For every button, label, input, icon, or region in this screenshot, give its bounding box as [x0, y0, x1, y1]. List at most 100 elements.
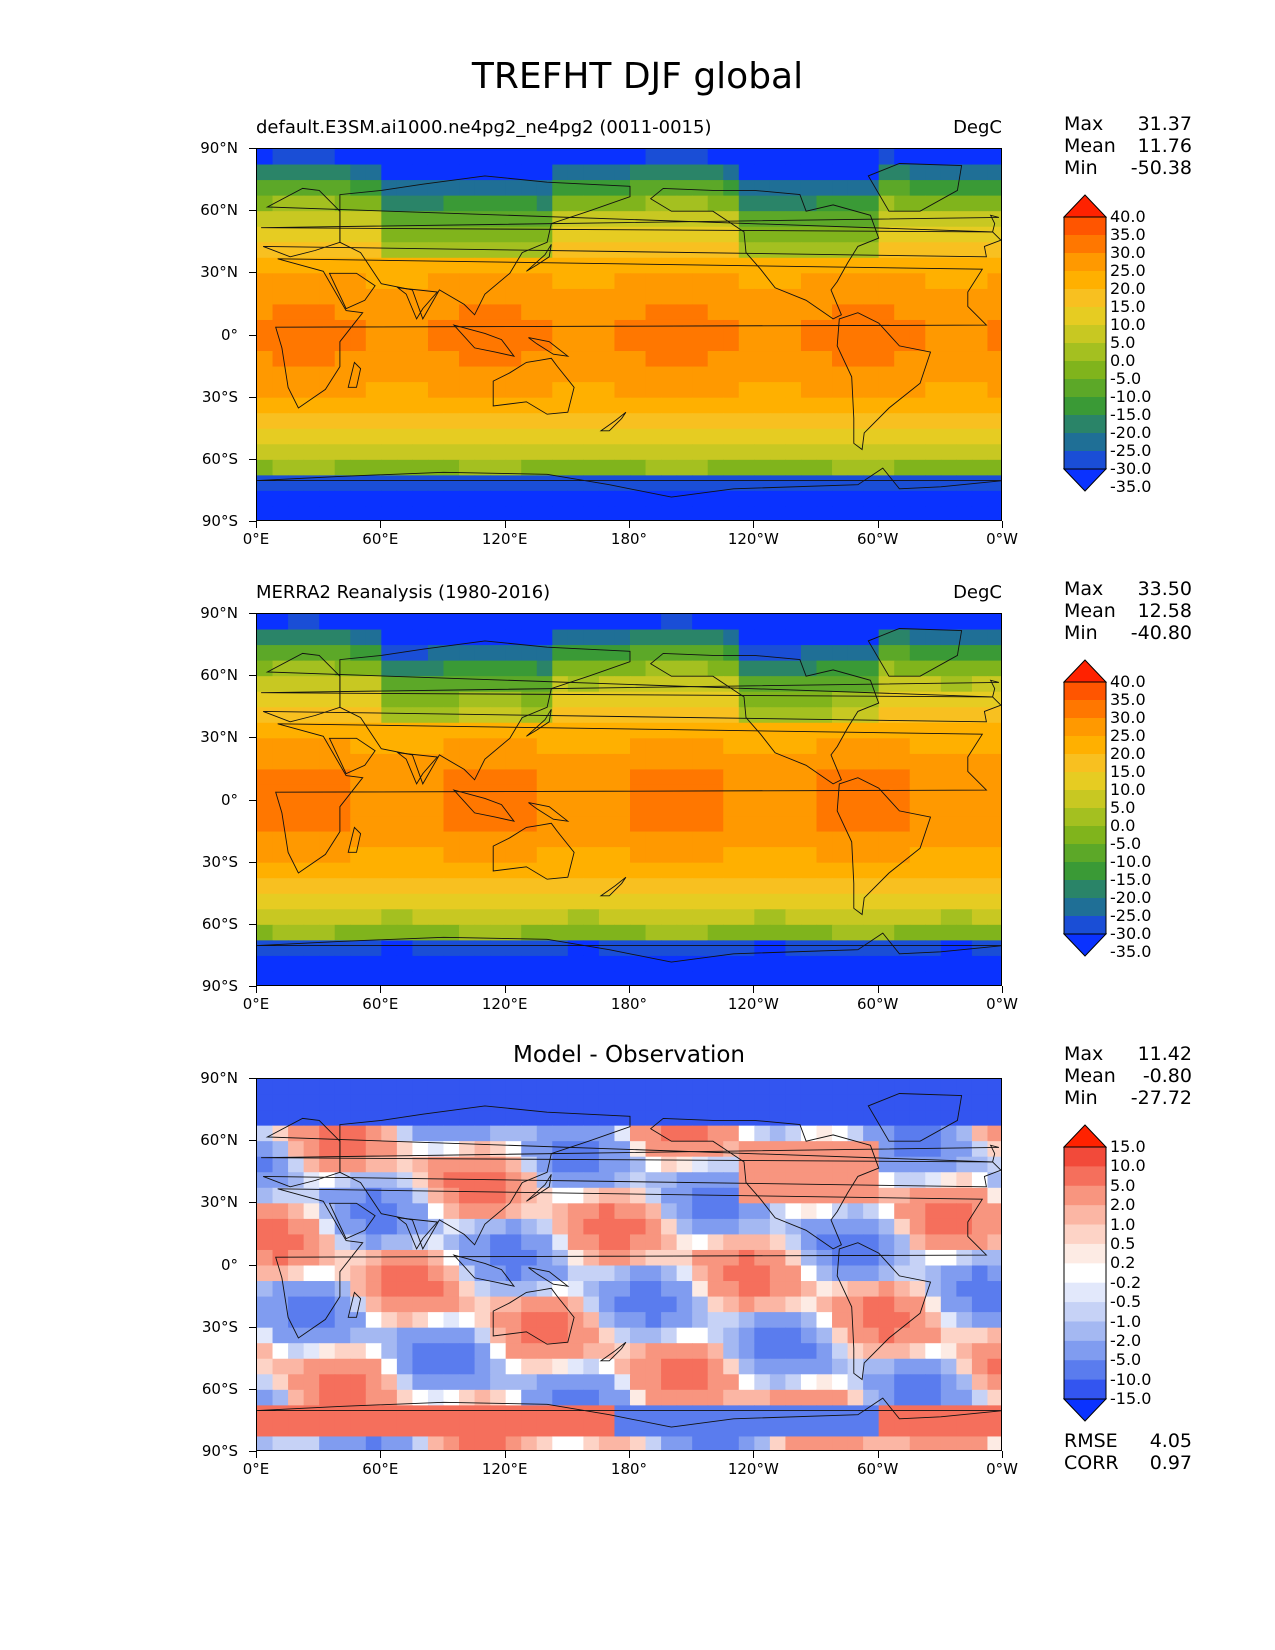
field-cell — [645, 1281, 662, 1298]
field-cell — [288, 1218, 305, 1236]
field-cell — [894, 490, 911, 508]
field-cell — [738, 382, 755, 399]
field-cell — [443, 382, 460, 399]
field-cell — [288, 257, 305, 274]
field-cell — [567, 893, 584, 910]
field-cell — [645, 413, 662, 430]
field-cell — [630, 722, 647, 739]
field-cell — [832, 428, 849, 445]
field-cell — [288, 1358, 305, 1375]
field-cell — [800, 351, 818, 368]
field-cell — [940, 351, 957, 368]
field-cell — [847, 1327, 864, 1344]
field-cell — [661, 164, 678, 181]
field-cell — [816, 1374, 833, 1391]
field-cell — [832, 629, 849, 646]
field-cell — [707, 1234, 724, 1251]
field-cell — [536, 397, 553, 414]
field-cell — [754, 1079, 771, 1096]
field-cell — [505, 800, 522, 817]
field-cell — [707, 940, 724, 957]
field-cell — [925, 428, 942, 445]
field-cell — [490, 722, 507, 739]
field-cell — [645, 335, 662, 352]
field-cell — [490, 614, 507, 631]
field-cell — [878, 1374, 895, 1391]
field-cell — [303, 847, 320, 864]
colorbar-segment — [1064, 754, 1106, 773]
field-cell — [536, 335, 553, 352]
field-cell — [272, 1218, 289, 1236]
field-cell — [552, 226, 569, 243]
field-cell — [645, 691, 662, 708]
field-cell — [878, 955, 895, 973]
field-cell — [459, 1374, 476, 1391]
field-cell — [645, 506, 662, 520]
field-cell — [614, 1249, 631, 1267]
field-cell — [956, 1172, 973, 1189]
field-cell — [598, 164, 616, 181]
field-cell — [614, 180, 631, 197]
field-cell — [381, 180, 398, 197]
field-cell — [459, 304, 476, 321]
field-cell — [785, 1141, 802, 1158]
lon-tick-label: 120°E — [481, 995, 528, 1013]
coastline-samerica — [836, 312, 932, 451]
field-cell — [785, 226, 802, 243]
field-cell — [956, 1079, 973, 1096]
field-cell — [459, 1296, 476, 1313]
field-cell — [427, 1420, 445, 1438]
field-cell — [443, 1234, 460, 1251]
field-cell — [863, 878, 880, 895]
field-cell — [987, 831, 1001, 848]
field-cell — [443, 211, 460, 228]
field-cell — [350, 1172, 367, 1189]
field-cell — [427, 1405, 445, 1422]
field-cell — [956, 878, 973, 895]
colorbar-segment — [1064, 1224, 1106, 1245]
field-cell — [474, 506, 491, 520]
field-cell — [738, 1249, 755, 1267]
field-cell — [334, 1436, 351, 1450]
field-cell — [459, 769, 476, 786]
field-cell — [443, 1203, 460, 1220]
field-cell — [427, 738, 445, 755]
field-cell — [692, 1312, 709, 1329]
field-cell — [769, 335, 787, 352]
coastline-greenland — [867, 1093, 963, 1142]
field-cell — [645, 1141, 662, 1158]
field-cell — [769, 800, 787, 817]
field-cell — [614, 955, 631, 973]
field-cell — [956, 1094, 973, 1111]
field-cell — [521, 1327, 538, 1344]
lat-tick-label: 90°S — [201, 977, 238, 995]
field-cell — [878, 413, 895, 430]
field-cell — [474, 273, 491, 290]
field-cell — [816, 475, 833, 492]
lon-tick-mark — [256, 521, 257, 528]
field-cell — [816, 1281, 833, 1298]
field-cell — [614, 1327, 631, 1344]
field-cell — [427, 645, 445, 662]
field-cell — [614, 257, 631, 274]
field-cell — [661, 1156, 678, 1173]
field-cell — [692, 319, 709, 337]
field-cell — [334, 1110, 351, 1127]
field-cell — [676, 645, 693, 662]
field-cell — [956, 366, 973, 383]
field-cell — [940, 242, 957, 259]
field-cell — [816, 629, 833, 646]
field-cell — [598, 738, 616, 755]
field-cell — [832, 366, 849, 383]
field-cell — [800, 722, 818, 739]
field-cell — [350, 335, 367, 352]
field-cell — [474, 862, 491, 879]
field-cell — [956, 909, 973, 926]
field-cell — [987, 1203, 1001, 1220]
field-cell — [536, 1218, 553, 1236]
field-cell — [754, 1172, 771, 1189]
field-cell — [272, 475, 289, 492]
coastline-newzealand — [599, 411, 627, 432]
field-cell — [940, 397, 957, 414]
field-cell — [956, 1436, 973, 1450]
